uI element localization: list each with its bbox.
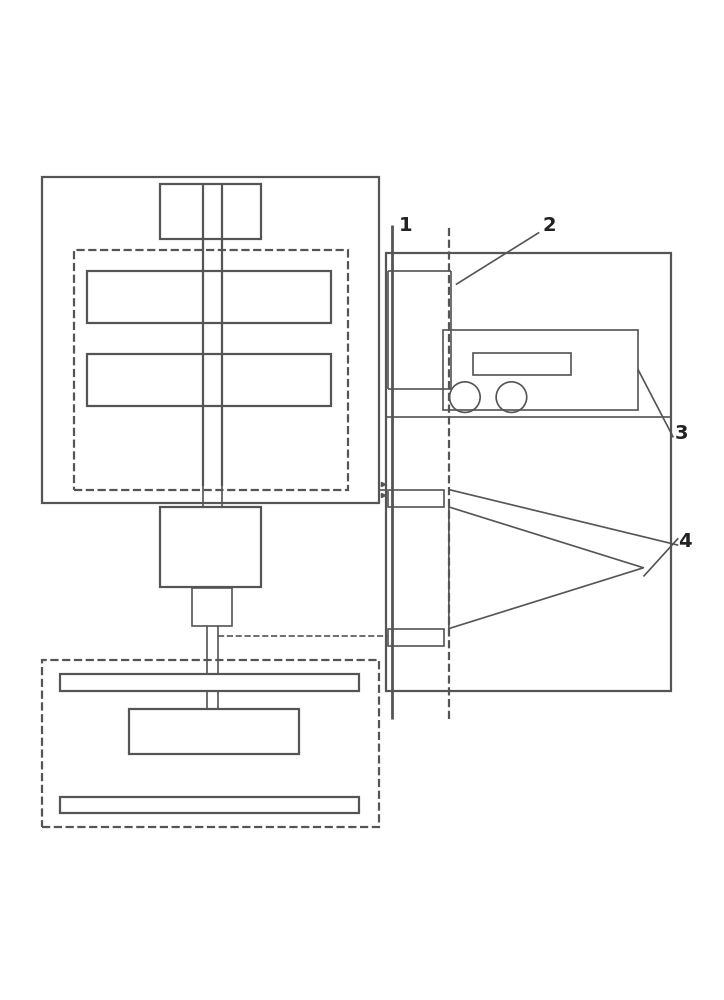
- Bar: [42, 177, 379, 503]
- Bar: [74, 250, 348, 490]
- Bar: [473, 353, 571, 375]
- Bar: [161, 184, 261, 239]
- Bar: [388, 629, 444, 646]
- Bar: [88, 271, 331, 323]
- Text: 3: 3: [675, 424, 689, 443]
- Bar: [387, 253, 671, 691]
- Text: 4: 4: [678, 532, 692, 551]
- Bar: [192, 588, 232, 626]
- Text: 1: 1: [399, 216, 413, 235]
- Bar: [443, 330, 638, 410]
- Bar: [129, 709, 300, 754]
- Bar: [161, 507, 261, 587]
- Text: 2: 2: [543, 216, 557, 235]
- Bar: [59, 797, 358, 813]
- Bar: [42, 660, 379, 827]
- Bar: [59, 674, 358, 691]
- Bar: [388, 490, 444, 507]
- Bar: [88, 354, 331, 406]
